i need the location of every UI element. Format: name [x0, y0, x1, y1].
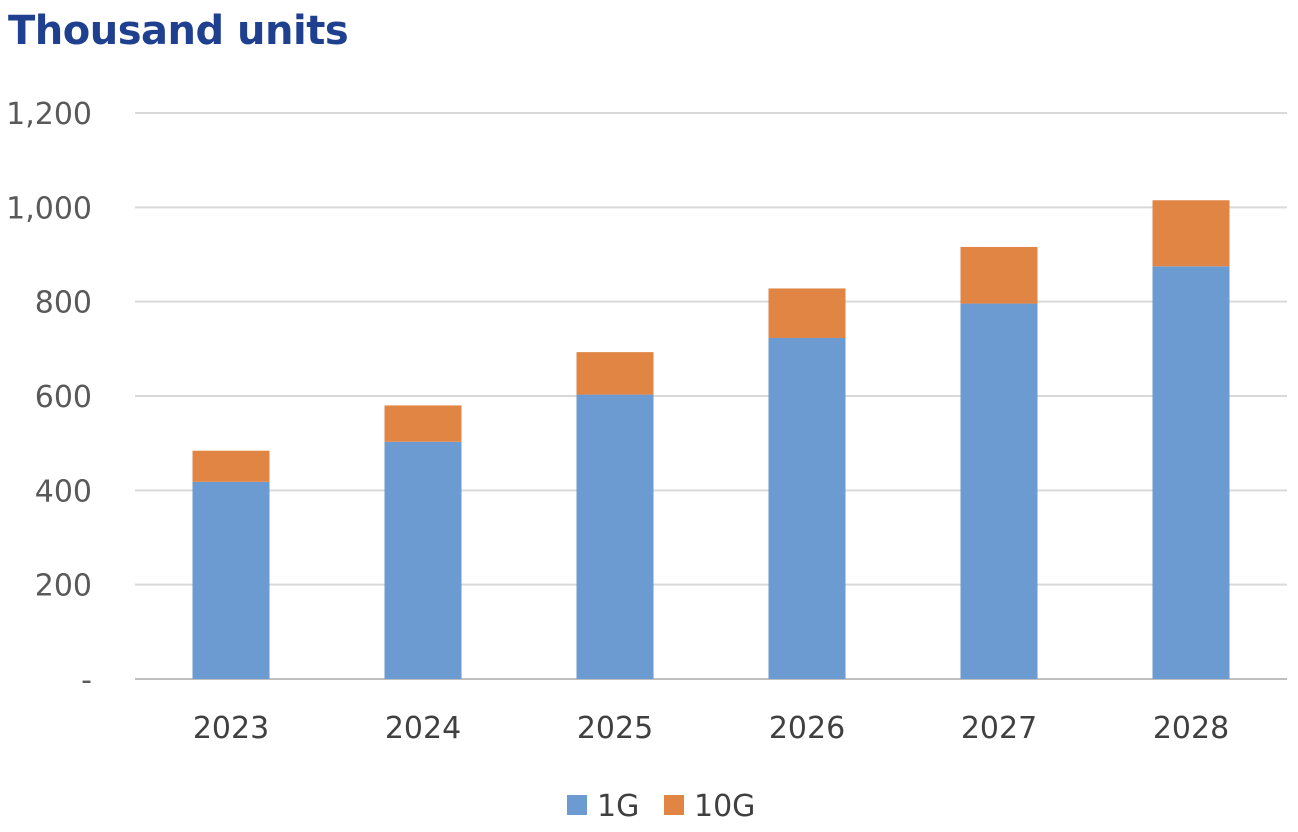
- y-tick-label: 600: [35, 380, 92, 415]
- bar-1g-2025: [576, 394, 654, 679]
- bar-10g-2024: [384, 405, 462, 442]
- bars: [192, 200, 1230, 679]
- x-tick-label: 2024: [385, 711, 461, 746]
- y-tick-label: 1,000: [6, 191, 92, 226]
- y-tick-label: -: [81, 663, 92, 698]
- x-tick-label: 2028: [1153, 711, 1229, 746]
- legend-label-10g: 10G: [694, 789, 755, 824]
- y-tick-label: 400: [35, 474, 92, 509]
- bar-10g-2025: [576, 352, 654, 395]
- y-axis: - 200 400 600 800 1,000 1,200: [6, 97, 92, 698]
- y-tick-label: 1,200: [6, 97, 92, 132]
- bar-1g-2027: [960, 303, 1038, 679]
- y-tick-label: 200: [35, 569, 92, 604]
- x-axis: 2023 2024 2025 2026 2027 2028: [193, 711, 1229, 746]
- legend-label-1g: 1G: [597, 789, 639, 824]
- legend-swatch-1g: [567, 795, 587, 815]
- bar-1g-2024: [384, 441, 462, 679]
- x-tick-label: 2027: [961, 711, 1037, 746]
- legend: 1G 10G: [567, 789, 755, 824]
- bar-10g-2028: [1152, 200, 1230, 267]
- bar-10g-2026: [768, 288, 846, 338]
- chart-title: Thousand units: [8, 8, 349, 54]
- x-tick-label: 2023: [193, 711, 269, 746]
- bar-10g-2027: [960, 246, 1038, 304]
- y-tick-label: 800: [35, 286, 92, 321]
- x-tick-label: 2026: [769, 711, 845, 746]
- bar-1g-2028: [1152, 266, 1230, 679]
- x-tick-label: 2025: [577, 711, 653, 746]
- bar-1g-2023: [192, 481, 270, 679]
- gridlines: [135, 112, 1287, 680]
- bar-1g-2026: [768, 337, 846, 679]
- bar-10g-2023: [192, 450, 270, 482]
- legend-swatch-10g: [664, 795, 684, 815]
